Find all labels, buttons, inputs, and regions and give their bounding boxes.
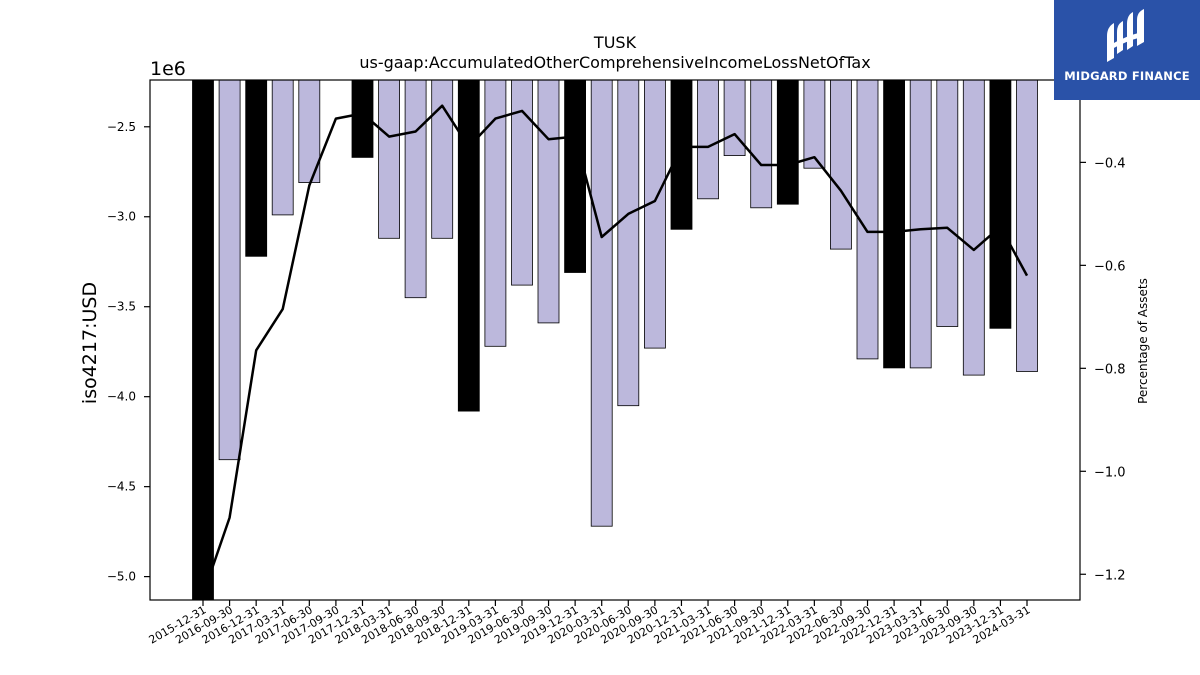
y-tick-label: −4.0	[107, 390, 136, 404]
bar-2019-09-30	[537, 79, 560, 324]
y2-tick-label: −0.6	[1094, 259, 1126, 274]
bar-2015-12-31	[192, 79, 214, 601]
y-tick-label: −3.5	[107, 300, 136, 314]
bar-2018-12-31	[457, 79, 480, 412]
bar-2017-03-31	[271, 79, 294, 216]
bar-2023-09-30	[962, 79, 985, 376]
bar-2024-03-31	[1016, 79, 1038, 372]
bar-2021-12-31	[776, 79, 799, 205]
chart-subtitle: us-gaap:AccumulatedOtherComprehensiveInc…	[359, 53, 870, 72]
y-tick-label: −4.5	[107, 480, 136, 494]
bar-2023-06-30	[936, 79, 959, 327]
bar-2019-12-31	[564, 79, 586, 273]
bar-2016-09-30	[218, 79, 241, 461]
y2-tick-label: −1.2	[1094, 568, 1126, 583]
bar-2020-12-31	[670, 79, 693, 230]
midgard-logo-icon	[1107, 9, 1144, 62]
bar-2021-03-31	[697, 79, 719, 200]
bar-2022-12-31	[883, 79, 905, 369]
y2-tick-label: −1.0	[1094, 465, 1126, 480]
bar-series	[192, 79, 1038, 601]
y-tick-label: −2.5	[107, 120, 136, 134]
scale-note: 1e6	[150, 58, 186, 80]
left-axis: −5.0 −4.5 −4.0 −3.5 −3.0 −2.5	[107, 120, 150, 584]
bar-2016-12-31	[245, 79, 268, 257]
bar-2018-09-30	[431, 79, 454, 239]
bar-2020-03-31	[590, 79, 613, 527]
y-axis-label: iso4217:USD	[79, 282, 101, 404]
y-tick-label: −5.0	[107, 570, 136, 584]
bar-2020-09-30	[644, 79, 666, 349]
x-axis: 2015-12-312016-09-302016-12-312017-03-31…	[147, 600, 1033, 647]
right-axis: −1.2 −1.0 −0.8 −0.6 −0.4	[1080, 156, 1126, 583]
bar-2023-12-31	[989, 79, 1012, 329]
bar-2022-06-30	[830, 79, 852, 250]
y2-axis-label: Percentage of Assets	[1136, 278, 1150, 404]
brand-name: MIDGARD FINANCE	[1064, 69, 1190, 83]
bar-2021-09-30	[750, 79, 773, 209]
y2-tick-label: −0.8	[1094, 362, 1126, 377]
bar-2023-03-31	[909, 79, 932, 369]
bar-2020-06-30	[617, 79, 640, 407]
brand-logo: MIDGARD FINANCE	[1054, 0, 1200, 100]
bar-2018-06-30	[404, 79, 427, 299]
bar-2018-03-31	[378, 79, 401, 239]
plot-frame	[149, 79, 1081, 601]
y-tick-label: −3.0	[107, 210, 136, 224]
percentage-of-assets-line	[201, 104, 1029, 596]
y2-tick-label: −0.4	[1094, 156, 1126, 171]
bar-2022-03-31	[803, 79, 826, 169]
chart-title: TUSK	[593, 33, 637, 52]
